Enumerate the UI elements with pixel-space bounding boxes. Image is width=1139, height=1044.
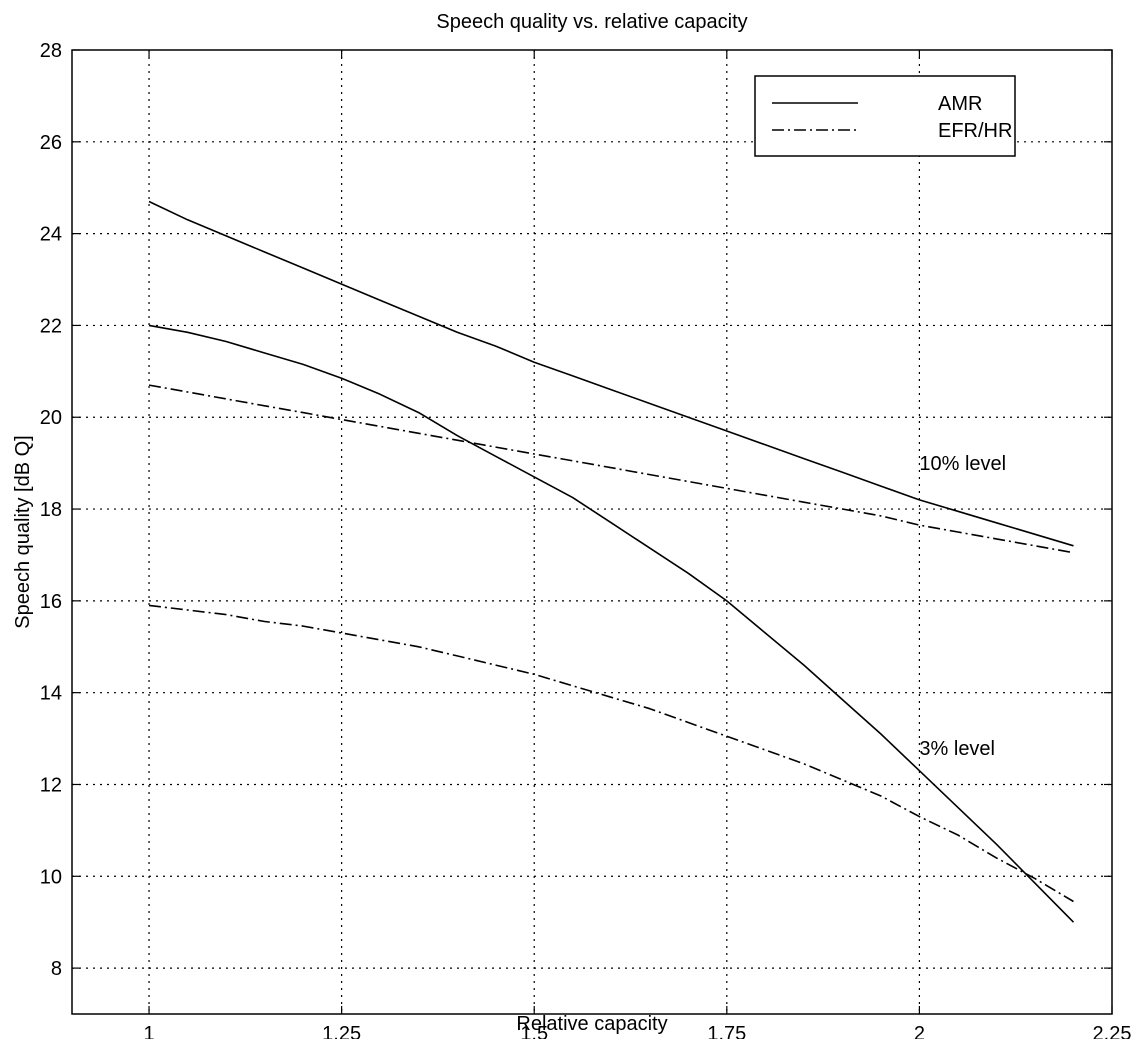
y-tick-label: 18	[40, 499, 62, 521]
legend-label-efr-hr: EFR/HR	[938, 120, 1012, 142]
y-tick-label: 8	[51, 958, 62, 980]
series-line-efr-hr-3pct	[148, 604, 1074, 903]
series-group	[148, 200, 1075, 923]
x-tick-label: 1.25	[322, 1023, 361, 1039]
x-tick-label: 2	[914, 1023, 925, 1039]
series-line-amr-10pct	[148, 200, 1074, 547]
chart-title: Speech quality vs. relative capacity	[436, 11, 747, 33]
legend: AMR EFR/HR	[754, 75, 1016, 157]
legend-box	[754, 75, 1016, 157]
annotation-label: 10% level	[919, 453, 1006, 475]
x-tick-label: 2.25	[1093, 1023, 1132, 1039]
y-tick-label: 22	[40, 315, 62, 337]
annotations: 10% level 3% level	[919, 453, 1006, 760]
grid	[72, 50, 1112, 1014]
x-axis-label: Relative capacity	[516, 1013, 667, 1035]
y-tick-label: 10	[40, 866, 62, 888]
y-tick-label: 14	[40, 683, 62, 705]
y-tick-label: 24	[40, 224, 62, 246]
plot-area-frame	[71, 49, 1113, 1015]
legend-label-amr: AMR	[938, 93, 982, 115]
y-tick-label: 28	[40, 40, 62, 62]
y-tick-label: 20	[40, 407, 62, 429]
series-line-amr-3pct	[148, 324, 1075, 923]
y-tick-label: 26	[40, 132, 62, 154]
x-tick-label: 1.75	[707, 1023, 746, 1039]
series-line-efr-hr-10pct	[148, 384, 1074, 554]
y-tick-label: 12	[40, 774, 62, 796]
x-tick-label: 1	[143, 1023, 154, 1039]
y-tick-label: 16	[40, 591, 62, 613]
annotation-label: 3% level	[919, 738, 995, 760]
y-axis-label: Speech quality [dB Q]	[12, 435, 34, 628]
